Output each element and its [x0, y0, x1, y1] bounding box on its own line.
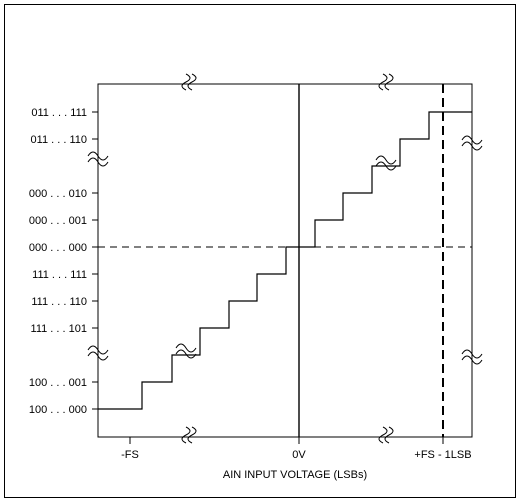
step-break-lower — [175, 343, 197, 359]
axis-break-top-right — [378, 73, 394, 91]
axis-break-left-lower — [87, 345, 109, 361]
axis-break-bottom-right — [378, 426, 394, 444]
y-tick-label: 100 . . . 000 — [29, 404, 87, 416]
y-tick-label: 011 . . . 111 — [31, 107, 87, 119]
y-tick-label: 111 . . . 111 — [32, 269, 87, 281]
x-tick-label: +FS - 1LSB — [414, 449, 471, 461]
plot-border — [97, 83, 473, 438]
axis-break-bottom-left — [181, 426, 197, 444]
y-tick-label: 111 . . . 110 — [31, 296, 87, 308]
y-tick-label: 111 . . . 101 — [31, 323, 87, 335]
step-break-upper — [375, 155, 397, 171]
x-tick-label: -FS — [121, 449, 139, 461]
axis-break-right-lower — [461, 349, 483, 365]
figure-frame — [4, 4, 516, 498]
y-tick-label: 000 . . . 000 — [29, 242, 87, 254]
x-tick-label: 0V — [292, 449, 306, 461]
axis-break-right-upper — [461, 135, 483, 151]
x-axis-label: AIN INPUT VOLTAGE (LSBs) — [223, 469, 367, 481]
transfer-step-line — [98, 111, 472, 410]
y-tick-label: 011 . . . 110 — [31, 134, 87, 146]
y-tick-label: 000 . . . 001 — [29, 215, 87, 227]
y-tick-label: 100 . . . 001 — [29, 377, 87, 389]
y-tick-label: 000 . . . 010 — [29, 188, 87, 200]
axis-break-top-left — [181, 73, 197, 91]
axis-break-left-upper — [87, 151, 109, 167]
